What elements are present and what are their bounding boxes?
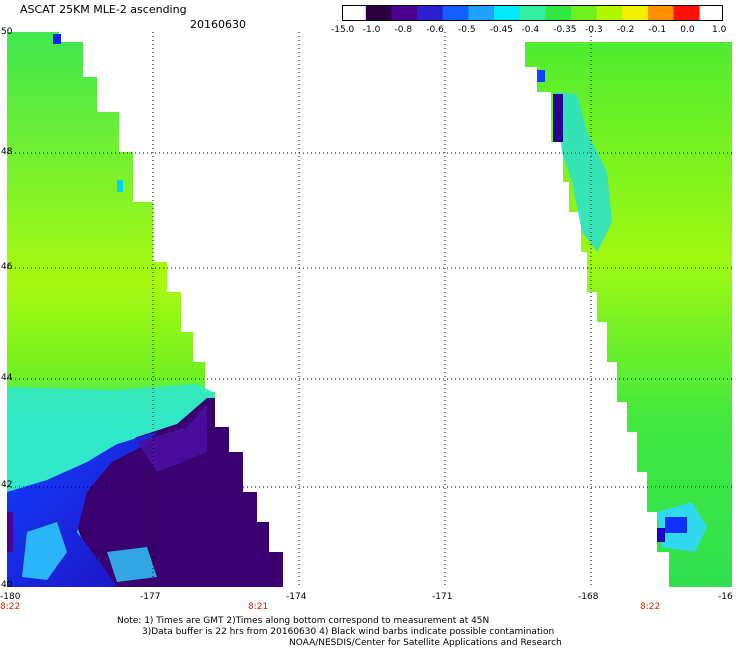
left-swath-cyan-patch-2 bbox=[107, 547, 157, 582]
lon-label-171: -171 bbox=[432, 592, 453, 602]
color-scale-label: -0.1 bbox=[648, 25, 667, 35]
color-scale-label: -15.0 bbox=[331, 25, 355, 35]
color-swatch bbox=[468, 6, 495, 20]
note-line-1: Note: 1) Times are GMT 2)Times along bot… bbox=[117, 616, 490, 626]
color-swatch bbox=[365, 6, 392, 20]
lon-label-180: -180 bbox=[0, 592, 21, 602]
color-swatch bbox=[545, 6, 572, 20]
lat-label-46: 46 bbox=[1, 262, 13, 272]
wind-map bbox=[7, 32, 732, 587]
lat-lon-grid bbox=[7, 32, 732, 587]
lat-label-42: 42 bbox=[1, 480, 13, 490]
color-swatch bbox=[417, 6, 444, 20]
color-scale-label: -0.3 bbox=[585, 25, 603, 35]
footnotes: Note: 1) Times are GMT 2)Times along bot… bbox=[117, 616, 562, 649]
color-swatch bbox=[494, 6, 521, 20]
left-swath-cyan-patch bbox=[22, 522, 67, 580]
color-scale-label: 1.0 bbox=[712, 25, 727, 35]
orbit-time-right: 8:22 bbox=[640, 602, 661, 612]
left-swath-cyan-zone bbox=[7, 384, 213, 502]
color-swatch bbox=[673, 6, 700, 20]
lon-label-16: -16 bbox=[718, 592, 733, 602]
color-swatch bbox=[596, 6, 623, 20]
note-line-3: NOAA/NESDIS/Center for Satellite Applica… bbox=[289, 638, 562, 648]
color-swatch bbox=[571, 6, 598, 20]
right-swath-cyan-strip bbox=[555, 92, 612, 252]
color-scale-label: -0.6 bbox=[426, 25, 444, 35]
left-swath-purple-patch bbox=[137, 404, 207, 472]
color-scale-label: -0.45 bbox=[489, 25, 514, 35]
color-scale-label: -0.35 bbox=[553, 25, 577, 35]
color-scale-label: -0.2 bbox=[616, 25, 635, 35]
lat-label-48: 48 bbox=[1, 147, 13, 157]
note-line-2: 3)Data buffer is 22 hrs from 20160630 4)… bbox=[142, 627, 555, 637]
map-date: 20160630 bbox=[190, 18, 246, 31]
map-title: ASCAT 25KM MLE-2 ascending bbox=[20, 3, 187, 16]
color-swatch bbox=[391, 6, 418, 20]
color-scale-label: 0.0 bbox=[680, 25, 695, 35]
color-scale-label: -0.4 bbox=[521, 25, 540, 35]
color-swatch bbox=[647, 6, 674, 20]
lat-label-50: 50 bbox=[1, 27, 13, 37]
lon-label-168: -168 bbox=[578, 592, 599, 602]
color-scale-bar bbox=[342, 5, 723, 21]
lon-label-177: -177 bbox=[140, 592, 161, 602]
lon-label-174: -174 bbox=[286, 592, 307, 602]
lat-label-40: 40 bbox=[1, 580, 13, 590]
orbit-time-left: 8:22 bbox=[0, 602, 21, 612]
color-scale-label: -1.0 bbox=[362, 25, 381, 35]
color-swatch bbox=[622, 6, 649, 20]
lat-label-44: 44 bbox=[1, 373, 13, 383]
left-swath-dark-core bbox=[67, 398, 283, 587]
color-scale-label: -0.8 bbox=[394, 25, 413, 35]
color-scale-label: -0.5 bbox=[458, 25, 476, 35]
color-swatch bbox=[442, 6, 469, 20]
orbit-time-center: 8:21 bbox=[248, 602, 269, 612]
color-swatch bbox=[519, 6, 546, 20]
